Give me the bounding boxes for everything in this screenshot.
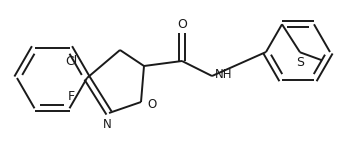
Text: O: O — [177, 18, 187, 31]
Text: N: N — [103, 119, 111, 131]
Text: F: F — [68, 90, 75, 103]
Text: NH: NH — [215, 67, 232, 80]
Text: O: O — [147, 99, 157, 112]
Text: S: S — [296, 56, 304, 69]
Text: Cl: Cl — [66, 55, 78, 68]
